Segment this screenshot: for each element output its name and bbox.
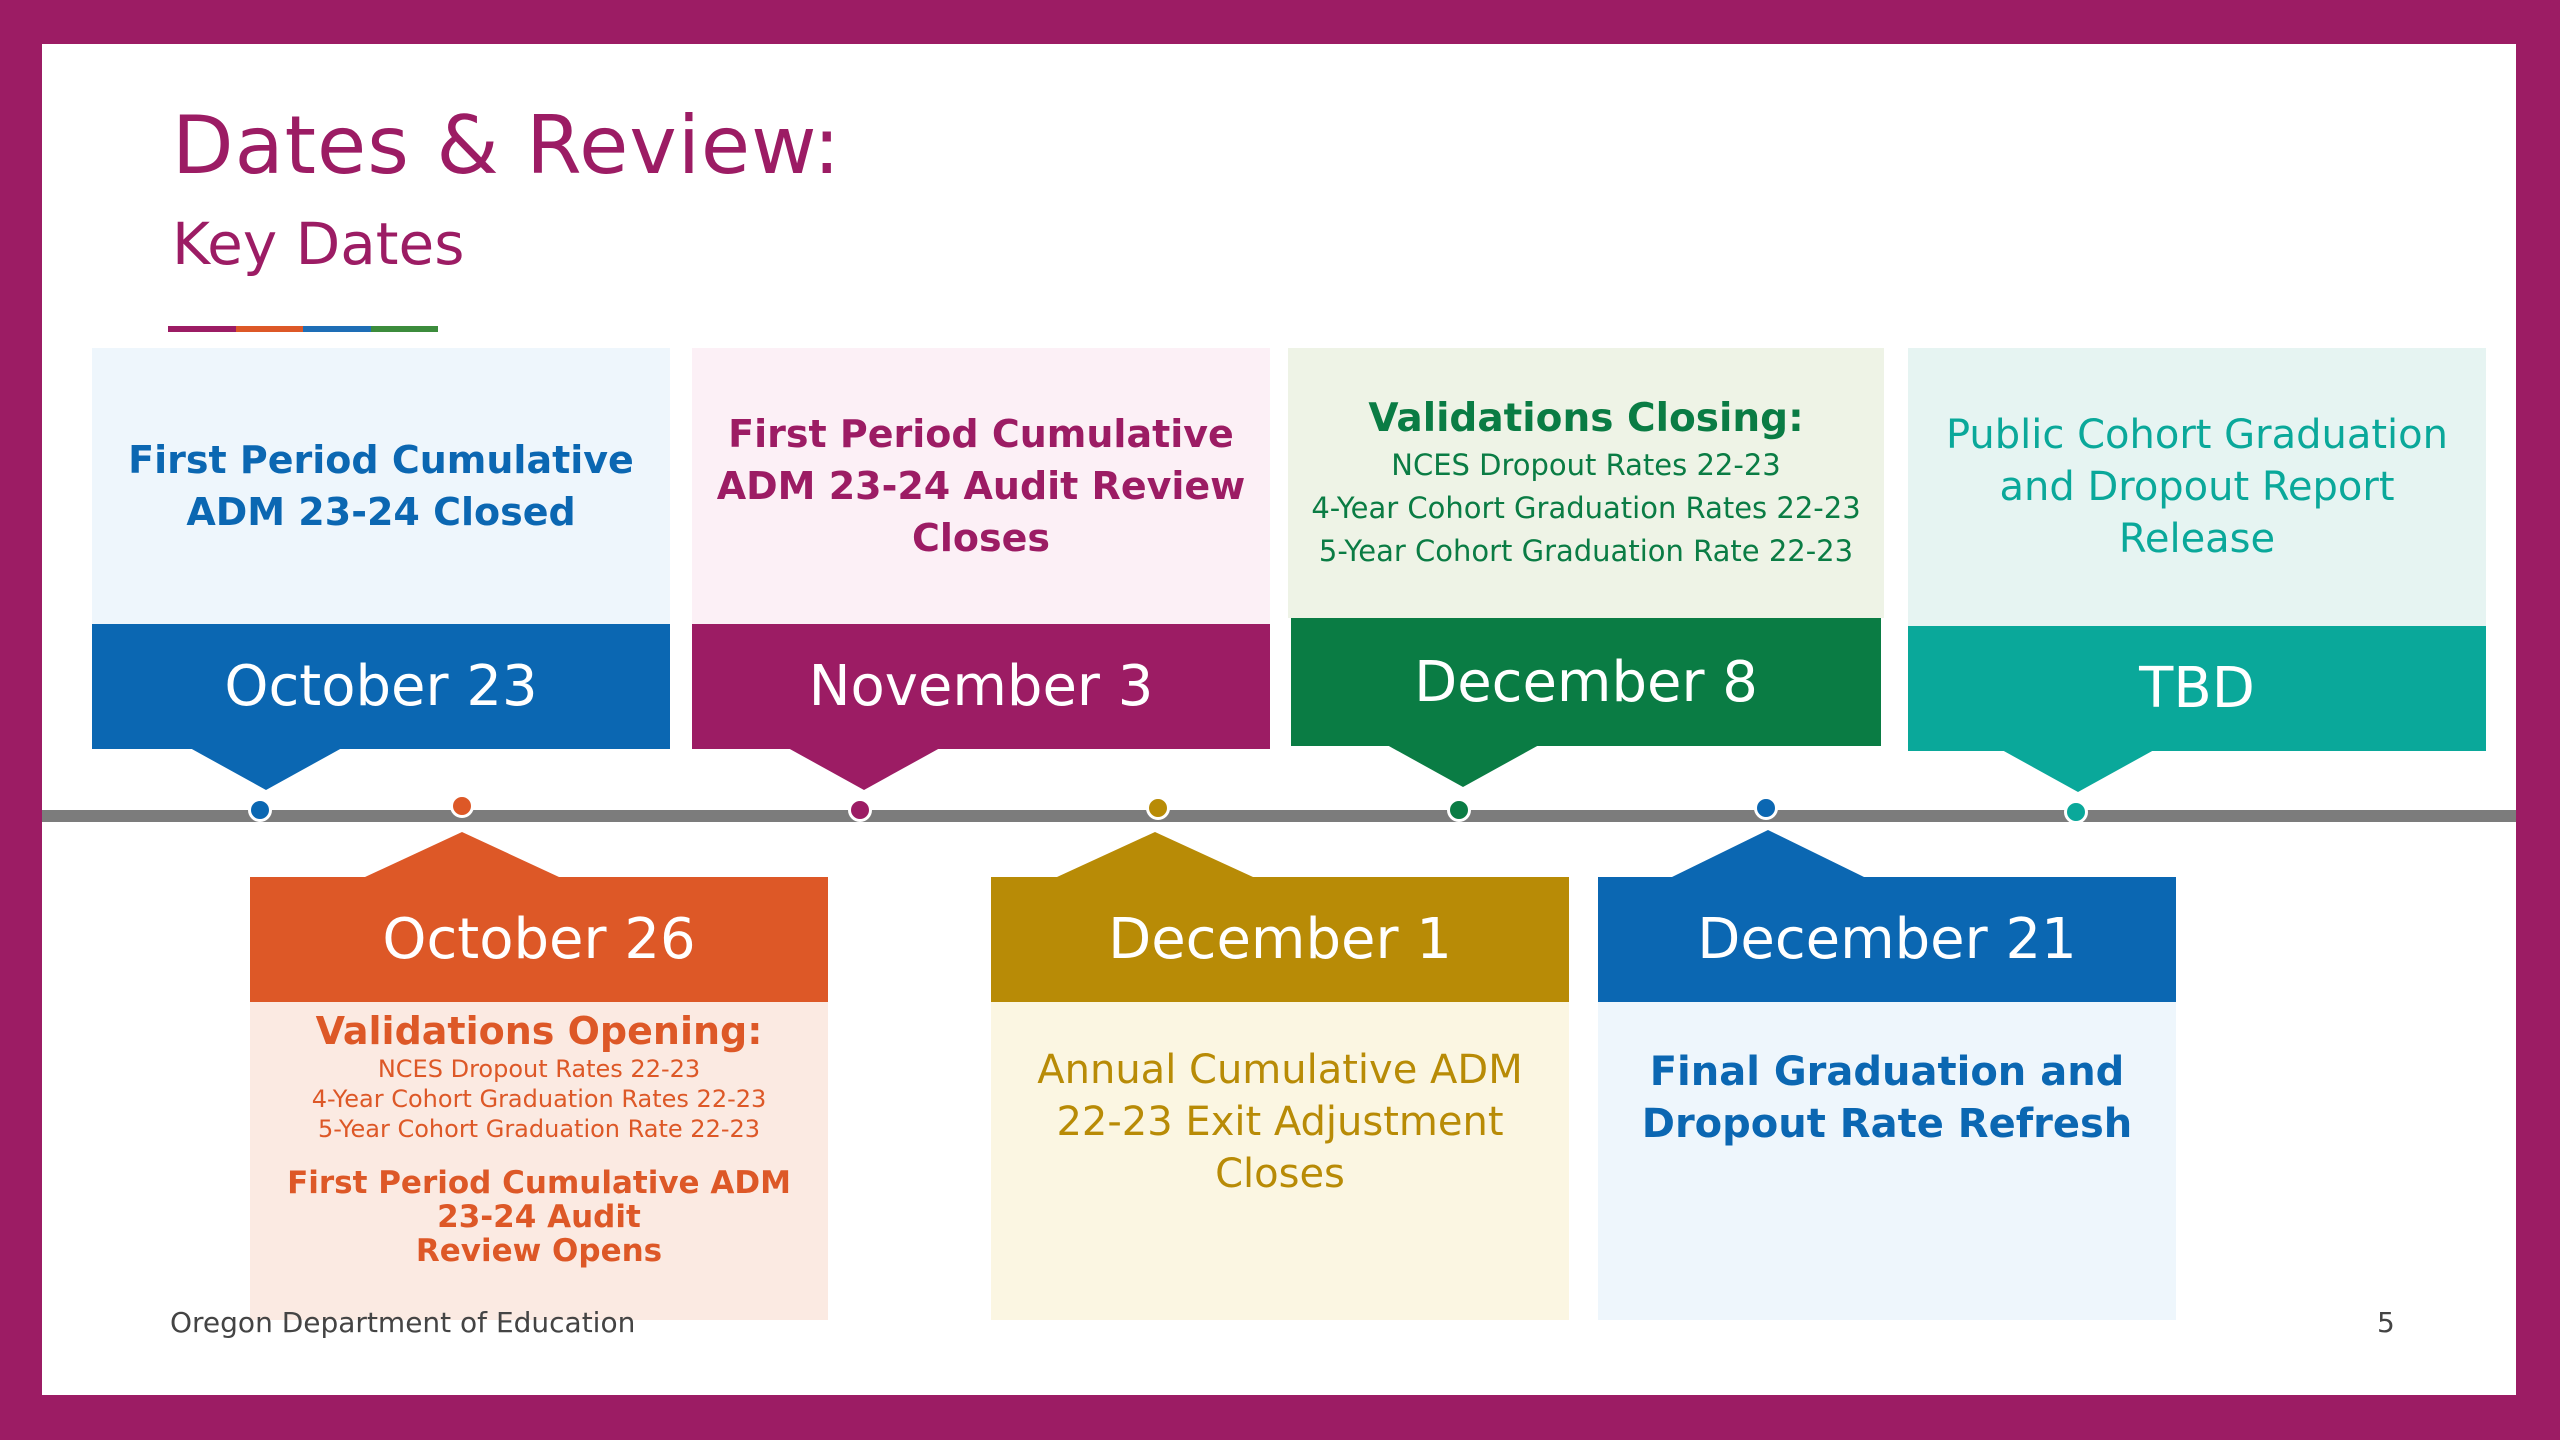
slide-subtitle: Key Dates [172,210,465,278]
slide: Dates & Review: Key Dates First Period C… [42,44,2516,1395]
event-october-26-extra-line-2: Review Opens [415,1233,663,1269]
event-december-8-description: Validations Closing: NCES Dropout Rates … [1288,348,1884,618]
event-tbd-line-3: Release [2118,516,2276,562]
event-december-8-date: December 8 [1291,618,1881,746]
event-october-26-extra-line-1: First Period Cumulative ADM 23-24 Audit [287,1165,791,1235]
event-october-23-pointer [190,748,342,790]
timeline-dot-december-8 [1447,798,1471,822]
event-tbd-pointer [2002,750,2154,792]
title-underline [168,326,438,332]
timeline-dot-october-23 [248,798,272,822]
event-december-8-item-1: NCES Dropout Rates 22-23 [1391,447,1781,482]
event-october-26-item-1: NCES Dropout Rates 22-23 [377,1055,701,1083]
event-december-8-pointer [1387,745,1539,787]
event-october-26-description: Validations Opening: NCES Dropout Rates … [250,1002,828,1320]
event-november-3-description: First Period Cumulative ADM 23-24 Audit … [692,348,1270,624]
event-december-21-line-1: Final Graduation and [1649,1049,2125,1095]
event-tbd-description: Public Cohort Graduation and Dropout Rep… [1908,348,2486,626]
timeline-dot-november-3 [848,798,872,822]
timeline-dot-tbd [2064,800,2088,824]
underline-segment-3 [303,326,371,332]
event-tbd-line-2: and Dropout Report [1999,464,2395,510]
timeline-dot-december-1 [1146,796,1170,820]
event-december-21-description: Final Graduation and Dropout Rate Refres… [1598,1002,2176,1320]
footer-organization: Oregon Department of Education [170,1306,636,1339]
event-october-23-line-2: ADM 23-24 Closed [186,490,576,534]
event-november-3-line-3: Closes [911,516,1051,560]
event-november-3-line-2: ADM 23-24 Audit Review [716,464,1246,508]
timeline-line [42,810,2516,822]
event-november-3-pointer [788,748,940,790]
underline-segment-4 [370,326,438,332]
event-december-8-heading: Validations Closing: [1368,395,1804,441]
event-december-1-description: Annual Cumulative ADM 22-23 Exit Adjustm… [991,1002,1569,1320]
underline-segment-1 [168,326,236,332]
event-december-1-date: December 1 [991,877,1569,1002]
event-october-23-date: October 23 [92,624,670,749]
event-october-26-pointer [365,832,559,877]
event-october-26-item-2: 4-Year Cohort Graduation Rates 22-23 [311,1085,767,1113]
event-tbd-line-1: Public Cohort Graduation [1946,412,2448,458]
event-december-21-date: December 21 [1598,877,2176,1002]
event-october-26-heading: Validations Opening: [315,1009,763,1053]
event-october-26-date: October 26 [250,877,828,1002]
event-december-8-item-2: 4-Year Cohort Graduation Rates 22-23 [1311,490,1861,525]
event-december-1-pointer [1057,832,1253,877]
event-december-1-line-2: 22-23 Exit Adjustment [1056,1099,1504,1145]
timeline-dot-october-26 [450,794,474,818]
footer-page-number: 5 [2377,1306,2395,1339]
event-october-23-description: First Period Cumulative ADM 23-24 Closed [92,348,670,624]
event-november-3-line-1: First Period Cumulative [728,412,1234,456]
event-december-21-pointer [1672,830,1864,877]
event-december-1-line-1: Annual Cumulative ADM [1037,1047,1523,1093]
timeline-dot-december-21 [1754,796,1778,820]
event-december-1-line-3: Closes [1215,1151,1345,1197]
slide-title: Dates & Review: [172,99,842,192]
event-december-21-line-2: Dropout Rate Refresh [1641,1101,2133,1147]
event-december-8-item-3: 5-Year Cohort Graduation Rate 22-23 [1318,533,1854,568]
event-october-26-item-3: 5-Year Cohort Graduation Rate 22-23 [317,1115,761,1143]
event-tbd-date: TBD [1908,626,2486,751]
event-october-23-line-1: First Period Cumulative [128,438,634,482]
underline-segment-2 [235,326,303,332]
event-november-3-date: November 3 [692,624,1270,749]
